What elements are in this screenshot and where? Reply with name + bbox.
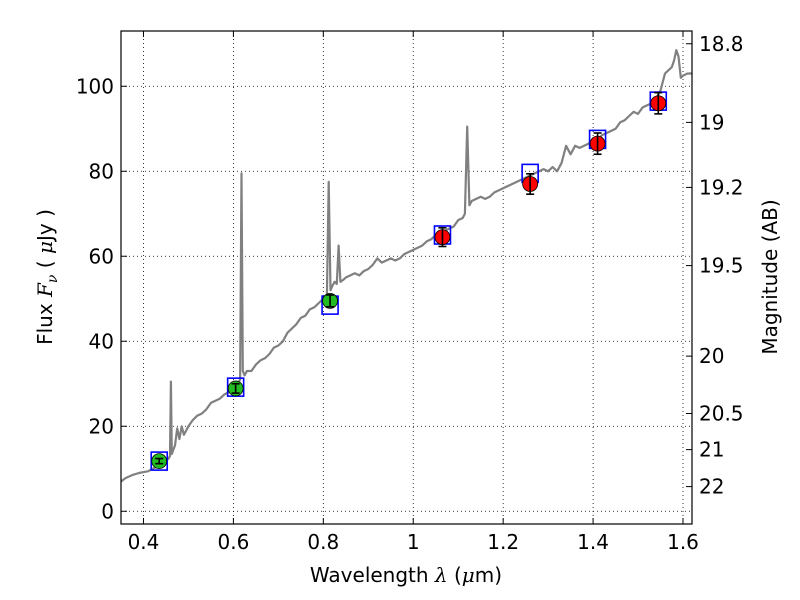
y-axis-F: F <box>33 282 57 298</box>
x-tick-label: 1.6 <box>667 530 699 554</box>
model-photometry-square <box>150 451 169 471</box>
y-tick-label: 40 <box>89 329 114 353</box>
x-axis-lambda: λ <box>434 563 448 587</box>
x-axis-label-prefix: Wavelength <box>310 563 435 587</box>
right-tick-label: 19.2 <box>699 175 744 199</box>
x-axis-label: Wavelength λ (μm) <box>310 563 502 587</box>
y-axis-nu: ν <box>45 274 61 283</box>
y-tick-label: 100 <box>76 74 114 98</box>
series-layer <box>121 49 692 483</box>
x-tick-label: 1.4 <box>577 530 609 554</box>
x-tick-label: 1.2 <box>487 530 519 554</box>
right-tick-label: 19.5 <box>699 254 744 278</box>
x-axis-mu: μ <box>462 563 475 587</box>
y-tick-label: 80 <box>89 159 114 183</box>
y-axis-mu: μ <box>33 241 57 254</box>
y-axis-unit-open: ( <box>33 254 57 275</box>
y-axis-unit-close: Jy ) <box>33 209 57 243</box>
plot-area <box>121 31 692 524</box>
y-tick-label: 20 <box>89 414 114 438</box>
right-tick-label: 18.8 <box>699 32 744 56</box>
right-tick-label: 20 <box>699 344 724 368</box>
y-axis-label: Flux Fν ( μJy ) <box>33 209 61 345</box>
x-tick-label: 0.6 <box>217 530 249 554</box>
right-tick-label: 20.5 <box>699 402 744 426</box>
x-tick-label: 0.4 <box>128 530 160 554</box>
y-tick-label: 60 <box>89 244 114 268</box>
right-tick-label: 22 <box>699 475 724 499</box>
right-tick-label: 21 <box>699 438 724 462</box>
x-axis-unit-close: m) <box>475 563 502 587</box>
right-tick-label: 19 <box>699 110 724 134</box>
ticks: 0.4 0.6 0.8 1 1.2 1.4 1.6 0 20 40 60 80 100 18.8 19 19.… <box>76 31 744 554</box>
plot-frame <box>120 30 693 525</box>
y-axis-label-prefix: Flux <box>33 297 57 345</box>
x-axis-unit-open: ( <box>448 563 462 587</box>
x-tick-label: 0.8 <box>307 530 339 554</box>
x-tick-label: 1 <box>407 530 420 554</box>
y-axis-right-label: Magnitude (AB) <box>758 199 782 354</box>
y-tick-label: 0 <box>101 499 114 523</box>
